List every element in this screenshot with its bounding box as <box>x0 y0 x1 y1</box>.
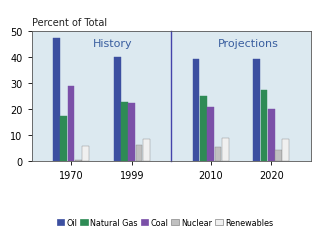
Bar <box>121 102 128 162</box>
Bar <box>75 160 82 162</box>
Text: Projections: Projections <box>217 39 278 49</box>
Legend: Oil, Natural Gas, Coal, Nuclear, Renewables: Oil, Natural Gas, Coal, Nuclear, Renewab… <box>56 218 273 227</box>
Bar <box>282 140 289 162</box>
Bar <box>68 87 74 162</box>
Bar <box>268 110 275 162</box>
Bar <box>253 60 260 162</box>
Text: History: History <box>93 39 133 49</box>
Bar <box>53 39 60 162</box>
Bar <box>222 138 229 162</box>
Bar <box>136 145 142 162</box>
Bar <box>143 140 150 162</box>
Bar <box>261 91 267 162</box>
Bar <box>114 58 120 162</box>
Bar <box>128 103 135 162</box>
Bar <box>200 97 207 162</box>
Bar <box>82 146 89 162</box>
Bar <box>275 150 282 162</box>
Text: Percent of Total: Percent of Total <box>32 18 107 28</box>
Bar <box>207 107 214 162</box>
Bar <box>61 116 67 162</box>
Bar <box>193 60 199 162</box>
Bar <box>215 147 221 162</box>
